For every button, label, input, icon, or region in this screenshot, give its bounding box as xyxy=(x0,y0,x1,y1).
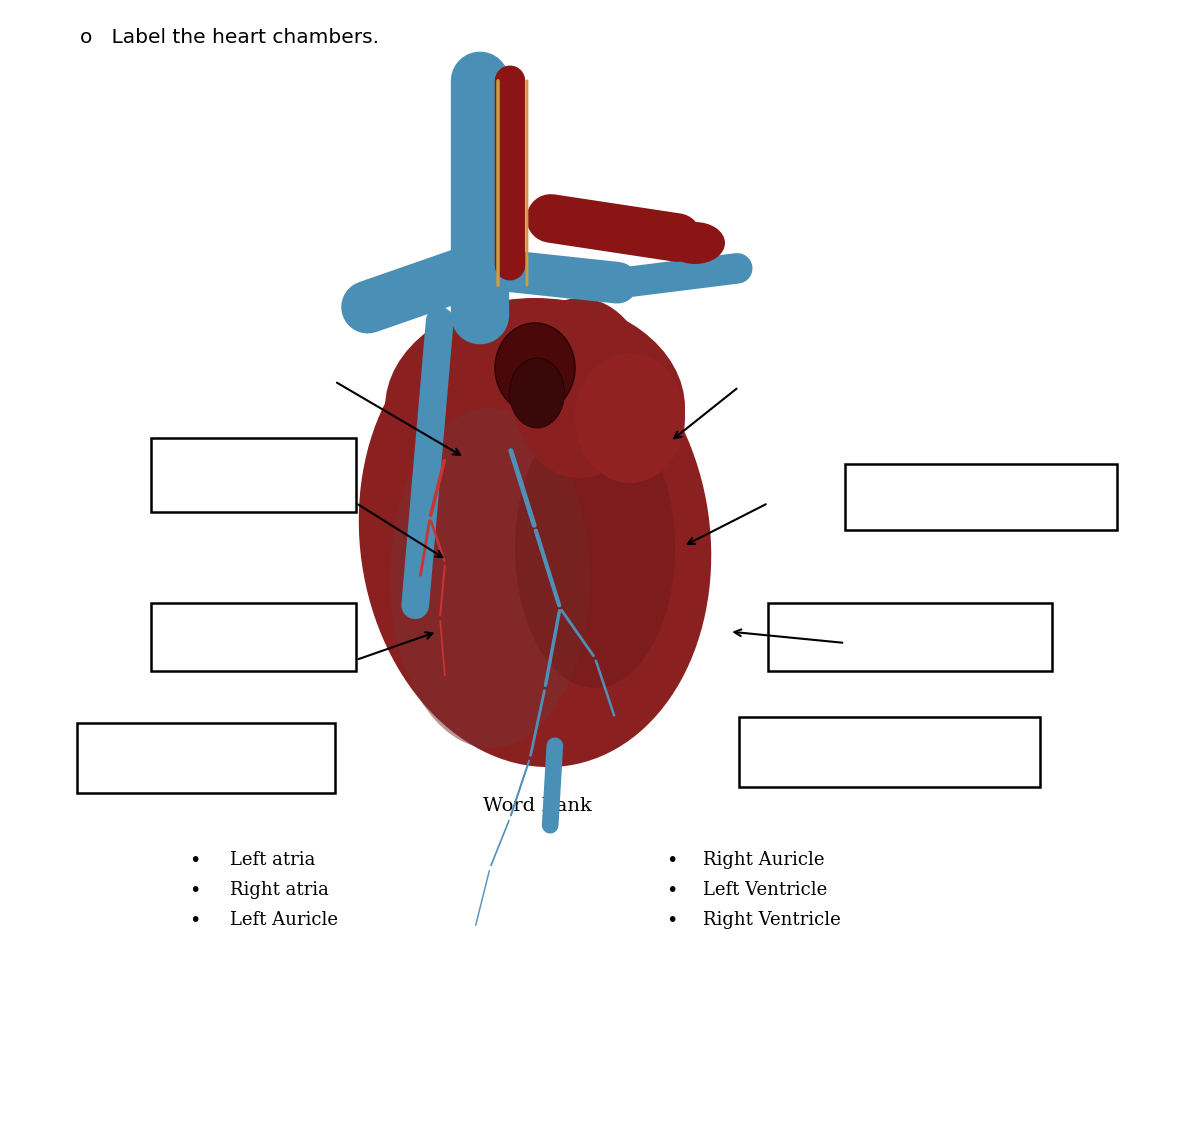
FancyArrowPatch shape xyxy=(551,218,677,238)
Text: •: • xyxy=(665,881,677,899)
Ellipse shape xyxy=(574,353,686,483)
FancyArrowPatch shape xyxy=(550,745,554,825)
Text: Left atria: Left atria xyxy=(230,851,316,869)
Text: Right Auricle: Right Auricle xyxy=(703,851,825,869)
Text: •: • xyxy=(189,850,201,869)
Ellipse shape xyxy=(495,323,574,413)
Ellipse shape xyxy=(509,358,565,428)
FancyArrowPatch shape xyxy=(368,269,478,307)
FancyArrowPatch shape xyxy=(531,691,545,756)
Text: Right atria: Right atria xyxy=(230,881,330,899)
FancyArrowPatch shape xyxy=(440,566,444,616)
FancyArrowPatch shape xyxy=(561,610,593,655)
Text: •: • xyxy=(189,881,201,899)
FancyArrowPatch shape xyxy=(475,871,489,925)
FancyArrowPatch shape xyxy=(482,269,617,282)
FancyArrowPatch shape xyxy=(415,321,440,605)
Ellipse shape xyxy=(515,409,675,688)
FancyArrowPatch shape xyxy=(596,661,615,716)
Ellipse shape xyxy=(509,298,650,478)
Ellipse shape xyxy=(385,298,686,518)
FancyArrowPatch shape xyxy=(430,461,444,516)
Text: Right Ventricle: Right Ventricle xyxy=(703,912,842,929)
FancyArrowPatch shape xyxy=(421,521,429,575)
Bar xyxy=(151,603,356,671)
Text: Left Auricle: Left Auricle xyxy=(230,912,338,929)
Bar xyxy=(151,438,356,512)
FancyArrowPatch shape xyxy=(511,451,534,526)
Ellipse shape xyxy=(665,222,725,264)
Text: Left Ventricle: Left Ventricle xyxy=(703,881,827,899)
Text: Word Bank: Word Bank xyxy=(483,797,592,815)
FancyArrowPatch shape xyxy=(440,620,444,675)
Bar xyxy=(768,603,1052,671)
Ellipse shape xyxy=(390,409,590,748)
Bar xyxy=(739,717,1040,787)
Text: •: • xyxy=(665,910,677,930)
FancyArrowPatch shape xyxy=(491,820,509,865)
Ellipse shape xyxy=(359,308,712,767)
Text: •: • xyxy=(189,910,201,930)
FancyArrowPatch shape xyxy=(431,520,444,560)
FancyArrowPatch shape xyxy=(535,530,559,605)
Text: o   Label the heart chambers.: o Label the heart chambers. xyxy=(80,28,379,47)
FancyArrowPatch shape xyxy=(623,269,738,282)
Bar xyxy=(77,723,335,793)
FancyArrowPatch shape xyxy=(546,611,559,685)
Text: •: • xyxy=(665,850,677,869)
FancyArrowPatch shape xyxy=(511,760,530,815)
Bar xyxy=(845,464,1117,530)
